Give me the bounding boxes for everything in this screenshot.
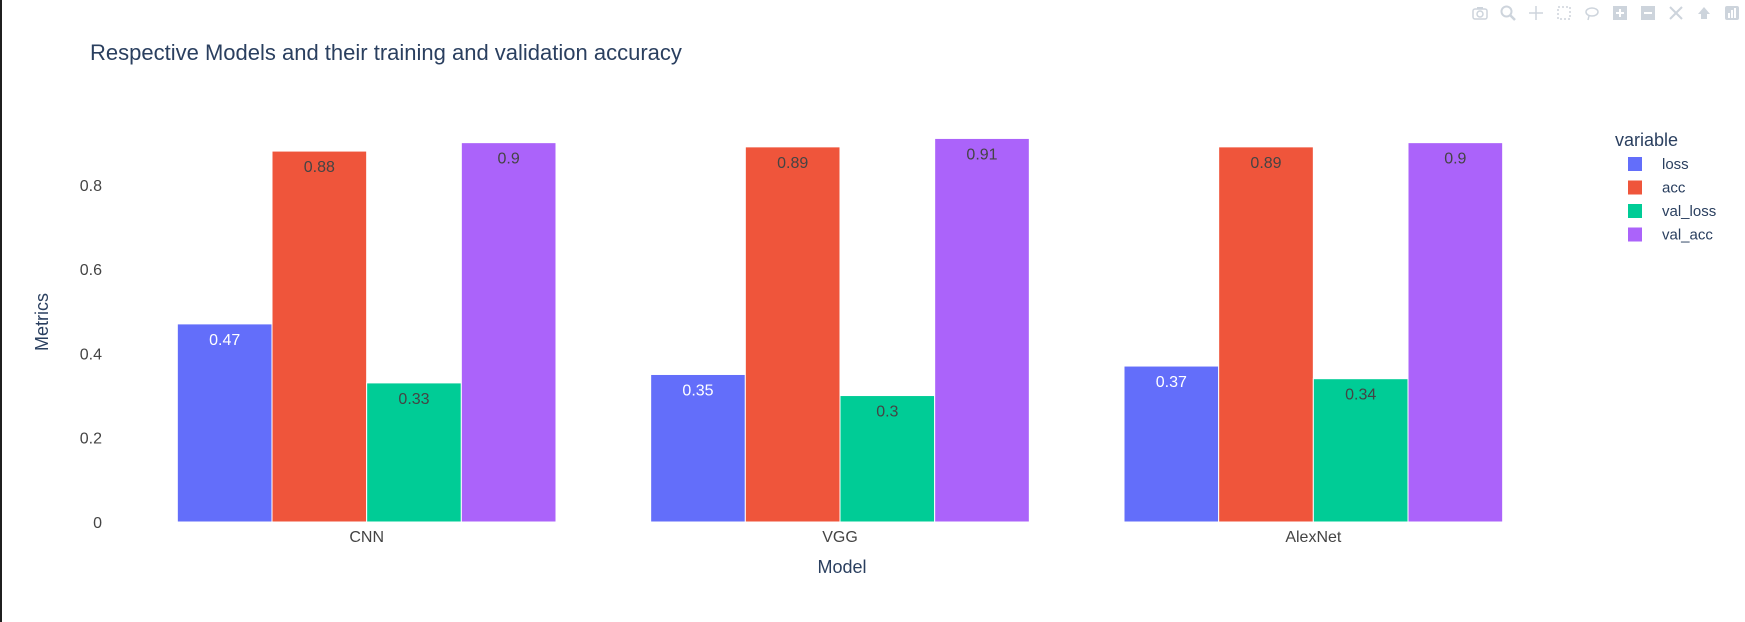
- camera-icon[interactable]: [1471, 4, 1489, 22]
- x-tick-label: CNN: [349, 529, 384, 546]
- y-axis-ticks: 0 0.2 0.4 0.6 0.8: [80, 178, 102, 532]
- legend-item-loss[interactable]: loss: [1662, 156, 1689, 173]
- legend-swatch[interactable]: [1628, 227, 1642, 242]
- bar-loss[interactable]: [650, 373, 746, 523]
- bar-value-label: 0.35: [682, 382, 713, 399]
- legend-swatch[interactable]: [1628, 157, 1642, 171]
- zoom-in-icon[interactable]: [1611, 4, 1629, 22]
- x-axis-ticks: CNN VGG AlexNet: [349, 529, 1342, 546]
- legend-title: variable: [1615, 130, 1678, 150]
- zoom-icon[interactable]: [1499, 4, 1517, 22]
- bar-value-label: 0.37: [1156, 374, 1187, 391]
- legend-item-acc[interactable]: acc: [1662, 180, 1686, 197]
- bar-value-label: 0.9: [498, 151, 520, 168]
- autoscale-icon[interactable]: [1667, 4, 1685, 22]
- pan-icon[interactable]: [1527, 4, 1545, 22]
- bar-val_loss[interactable]: [1312, 378, 1409, 523]
- bar-value-label: 0.91: [966, 146, 997, 163]
- legend[interactable]: variable loss acc val_loss val_acc: [1615, 130, 1716, 244]
- chart-title: Respective Models and their training and…: [90, 40, 682, 65]
- bar-value-label: 0.47: [209, 332, 240, 349]
- y-axis-title: Metrics: [32, 293, 52, 351]
- bar-value-label: 0.89: [1250, 155, 1281, 172]
- x-tick-label: AlexNet: [1285, 529, 1342, 546]
- bar-val_acc[interactable]: [460, 142, 557, 523]
- plotly-logo-icon[interactable]: [1723, 4, 1741, 22]
- bar-val_acc[interactable]: [934, 137, 1030, 523]
- bar-acc[interactable]: [1218, 146, 1314, 523]
- x-tick-label: VGG: [822, 529, 858, 546]
- bar-val_loss[interactable]: [366, 382, 462, 523]
- bars-group: [176, 137, 1504, 523]
- legend-swatch[interactable]: [1628, 204, 1642, 218]
- bar-value-label: 0.33: [398, 391, 429, 408]
- bar-value-label: 0.3: [876, 404, 898, 421]
- legend-item-val_loss[interactable]: val_loss: [1662, 203, 1716, 220]
- bar-labels-group: 0.47 0.88 0.33 0.9 0.35 0.89 0.3 0.91 0.37 0.89 0.…: [209, 146, 1466, 420]
- legend-swatch[interactable]: [1628, 180, 1642, 195]
- y-tick-label: 0: [93, 515, 102, 532]
- select-box-icon[interactable]: [1555, 4, 1573, 22]
- bar-acc[interactable]: [271, 150, 368, 523]
- lasso-icon[interactable]: [1583, 4, 1601, 22]
- legend-item-val_acc[interactable]: val_acc: [1662, 227, 1713, 244]
- y-tick-label: 0.6: [80, 262, 102, 279]
- bar-value-label: 0.34: [1345, 387, 1376, 404]
- bar-loss[interactable]: [1123, 365, 1220, 523]
- reset-axes-icon[interactable]: [1695, 4, 1713, 22]
- bar-val_acc[interactable]: [1407, 142, 1504, 523]
- y-tick-label: 0.2: [80, 431, 102, 448]
- x-axis-title: Model: [817, 557, 866, 577]
- bar-val_loss[interactable]: [839, 395, 936, 523]
- bar-value-label: 0.9: [1444, 151, 1466, 168]
- zoom-out-icon[interactable]: [1639, 4, 1657, 22]
- window-edge: [0, 0, 2, 622]
- y-tick-label: 0.8: [80, 178, 102, 195]
- bar-value-label: 0.88: [304, 159, 335, 176]
- chart-modebar[interactable]: [1471, 4, 1741, 22]
- y-tick-label: 0.4: [80, 346, 102, 363]
- bar-value-label: 0.89: [777, 155, 808, 172]
- bar-acc[interactable]: [744, 146, 841, 523]
- bar-loss[interactable]: [176, 323, 273, 523]
